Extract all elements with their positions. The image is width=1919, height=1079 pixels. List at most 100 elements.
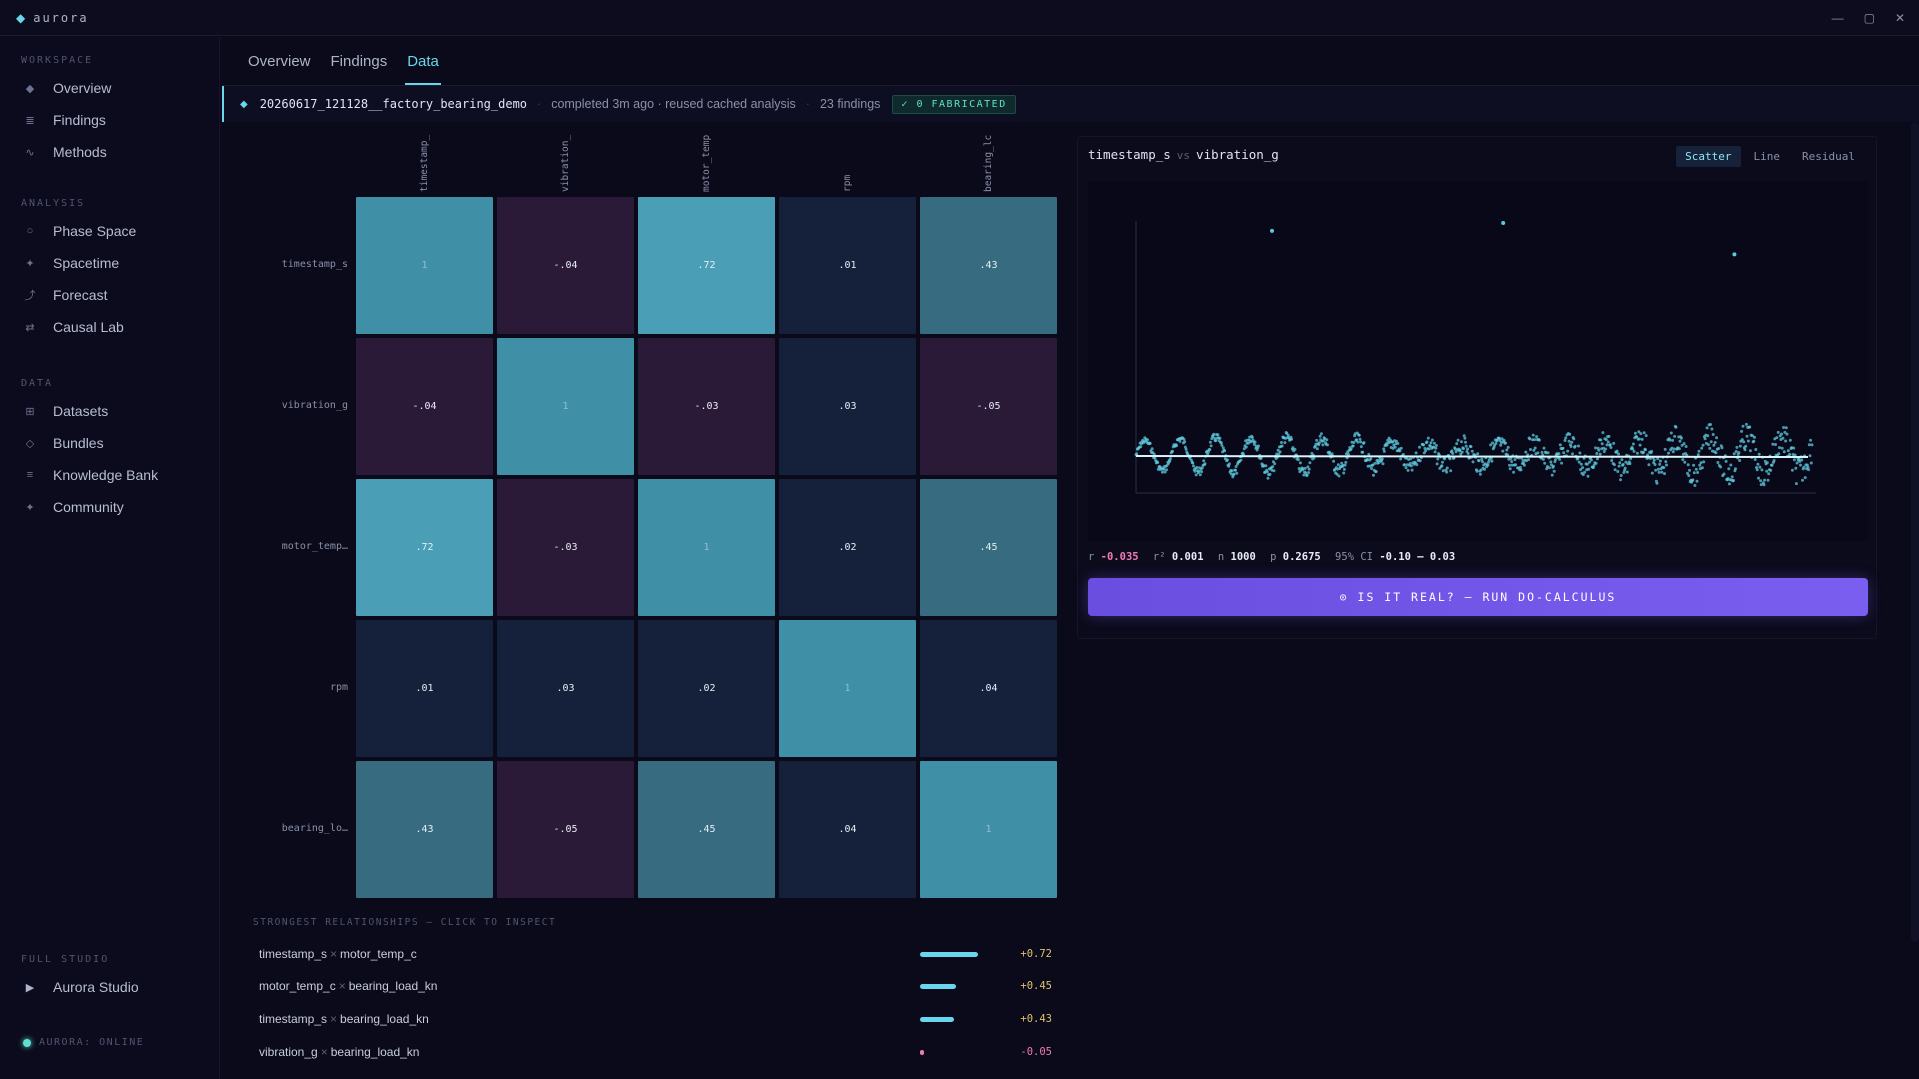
heatmap-cell[interactable]: .04 — [779, 761, 916, 898]
heatmap-cell[interactable]: -.03 — [497, 479, 634, 616]
heatmap-cell[interactable]: -.04 — [356, 338, 493, 475]
residual-mode-tab[interactable]: Residual — [1802, 150, 1855, 163]
run-do-calculus-button[interactable]: ⊙ IS IT REAL? — RUN DO-CALCULUS — [1088, 578, 1868, 616]
times-icon: × — [320, 1045, 328, 1059]
heatmap-cell[interactable]: .72 — [638, 197, 775, 334]
sidebar-item-aurora-studio[interactable]: ▶ Aurora Studio — [21, 974, 211, 1000]
heatmap-column-label: motor_temp — [701, 134, 712, 192]
heatmap-cell[interactable]: -.05 — [497, 761, 634, 898]
sidebar-item-datasets[interactable]: ⊞ Datasets — [21, 398, 211, 424]
minimize-icon[interactable]: — — [1831, 11, 1844, 25]
circle-icon: ○ — [26, 225, 34, 237]
scatter-point — [1597, 448, 1601, 452]
scatter-point — [1436, 457, 1440, 461]
heatmap-cell[interactable]: 1 — [356, 197, 493, 334]
heatmap-cell[interactable]: .02 — [638, 620, 775, 757]
line-mode-tab[interactable]: Line — [1753, 150, 1781, 163]
scatter-point — [1487, 458, 1491, 462]
findings-count[interactable]: 23 findings — [819, 97, 881, 111]
scatter-point — [1424, 449, 1428, 453]
scatter-point — [1404, 466, 1408, 470]
sidebar-item-community[interactable]: ✦ Community — [21, 494, 211, 520]
heatmap-cell[interactable]: .03 — [779, 338, 916, 475]
scatter-point — [1425, 440, 1429, 444]
heatmap-cell[interactable]: -.04 — [497, 197, 634, 334]
scatter-point — [1209, 444, 1213, 448]
scatter-plot[interactable] — [1088, 181, 1868, 541]
scatter-point — [1663, 447, 1667, 451]
close-icon[interactable]: ✕ — [1894, 11, 1905, 25]
scatter-point — [1208, 440, 1212, 444]
scatter-point — [1399, 446, 1403, 450]
scatter-point — [1506, 445, 1510, 449]
sidebar-item-phase-space[interactable]: ○ Phase Space — [21, 218, 211, 244]
heatmap-cell[interactable]: .45 — [638, 761, 775, 898]
scatter-point — [1682, 442, 1686, 446]
scatter-point — [1679, 436, 1683, 440]
scatter-point — [1296, 458, 1300, 462]
scatter-point — [1606, 440, 1610, 444]
heatmap-cell[interactable]: 1 — [920, 761, 1057, 898]
heatmap-cell[interactable]: .02 — [779, 479, 916, 616]
relationship-row[interactable]: timestamp_s × motor_temp_c +0.72 — [248, 939, 1058, 969]
scatter-point — [1257, 444, 1260, 448]
scatter-point — [1448, 457, 1452, 461]
relationship-row[interactable]: motor_temp_c × bearing_load_kn +0.45 — [248, 971, 1058, 1001]
scatter-point — [1706, 434, 1710, 438]
heatmap-cell[interactable]: 1 — [497, 338, 634, 475]
sidebar-item-methods[interactable]: ∿ Methods — [21, 139, 211, 165]
tab-overview[interactable]: Overview — [248, 52, 311, 70]
heatmap-cell[interactable]: -.05 — [920, 338, 1057, 475]
scatter-point — [1581, 473, 1585, 477]
times-icon: × — [338, 979, 346, 993]
sidebar-item-overview[interactable]: ◆ Overview — [21, 75, 211, 101]
scatter-point — [1146, 438, 1149, 442]
scatter-point — [1537, 438, 1541, 442]
scatter-point — [1527, 458, 1530, 462]
run-bar: ◆ 20260617_121128__factory_bearing_demo … — [222, 86, 1919, 122]
ci-value: -0.10 – 0.03 — [1379, 551, 1456, 563]
scatter-point — [1707, 443, 1710, 447]
sidebar-item-causal-lab[interactable]: ⇄ Causal Lab — [21, 314, 211, 340]
sidebar-item-forecast[interactable]: ⤴ Forecast — [21, 282, 211, 308]
scatter-point — [1422, 443, 1426, 447]
scatter-mode-tab[interactable]: Scatter — [1676, 146, 1741, 167]
scatter-point — [1351, 444, 1355, 448]
scatter-point — [1744, 444, 1748, 448]
scatter-point — [1745, 434, 1749, 438]
heatmap-cell[interactable]: -.03 — [638, 338, 775, 475]
run-id[interactable]: 20260617_121128__factory_bearing_demo — [259, 97, 528, 111]
scatter-point — [1746, 439, 1750, 443]
heatmap-cell[interactable]: .43 — [920, 197, 1057, 334]
relationship-row[interactable]: vibration_g × bearing_load_kn -0.05 — [248, 1037, 1058, 1067]
relationship-row[interactable]: timestamp_s × bearing_load_kn +0.43 — [248, 1004, 1058, 1034]
scatter-point — [1671, 450, 1675, 454]
tab-data[interactable]: Data — [405, 37, 441, 85]
heatmap-cell[interactable]: 1 — [638, 479, 775, 616]
scatter-point — [1752, 439, 1756, 443]
scatter-point — [1168, 459, 1172, 463]
tab-findings[interactable]: Findings — [330, 52, 388, 70]
sidebar-item-spacetime[interactable]: ✦ Spacetime — [21, 250, 211, 276]
scatter-point — [1330, 452, 1334, 456]
scrollbar[interactable] — [1911, 122, 1919, 942]
maximize-icon[interactable]: ▢ — [1863, 11, 1875, 25]
sidebar-section-label: FULL STUDIO — [21, 954, 110, 965]
sidebar-item-bundles[interactable]: ◇ Bundles — [21, 430, 211, 456]
scatter-point — [1686, 463, 1690, 467]
scatter-point — [1167, 462, 1170, 465]
heatmap-cell[interactable]: .01 — [779, 197, 916, 334]
heatmap-row-label: motor_temp… — [281, 541, 348, 552]
scatter-point — [1194, 473, 1198, 477]
heatmap-cell[interactable]: .43 — [356, 761, 493, 898]
heatmap-cell[interactable]: .04 — [920, 620, 1057, 757]
scatter-point — [1754, 448, 1758, 451]
heatmap-cell[interactable]: .45 — [920, 479, 1057, 616]
heatmap-cell[interactable]: .72 — [356, 479, 493, 616]
sidebar-item-knowledge-bank[interactable]: ≡ Knowledge Bank — [21, 462, 211, 488]
heatmap-cell[interactable]: .03 — [497, 620, 634, 757]
heatmap-cell[interactable]: 1 — [779, 620, 916, 757]
heatmap-cell[interactable]: .01 — [356, 620, 493, 757]
scatter-point — [1542, 446, 1546, 450]
sidebar-item-findings[interactable]: ≣ Findings — [21, 107, 211, 133]
